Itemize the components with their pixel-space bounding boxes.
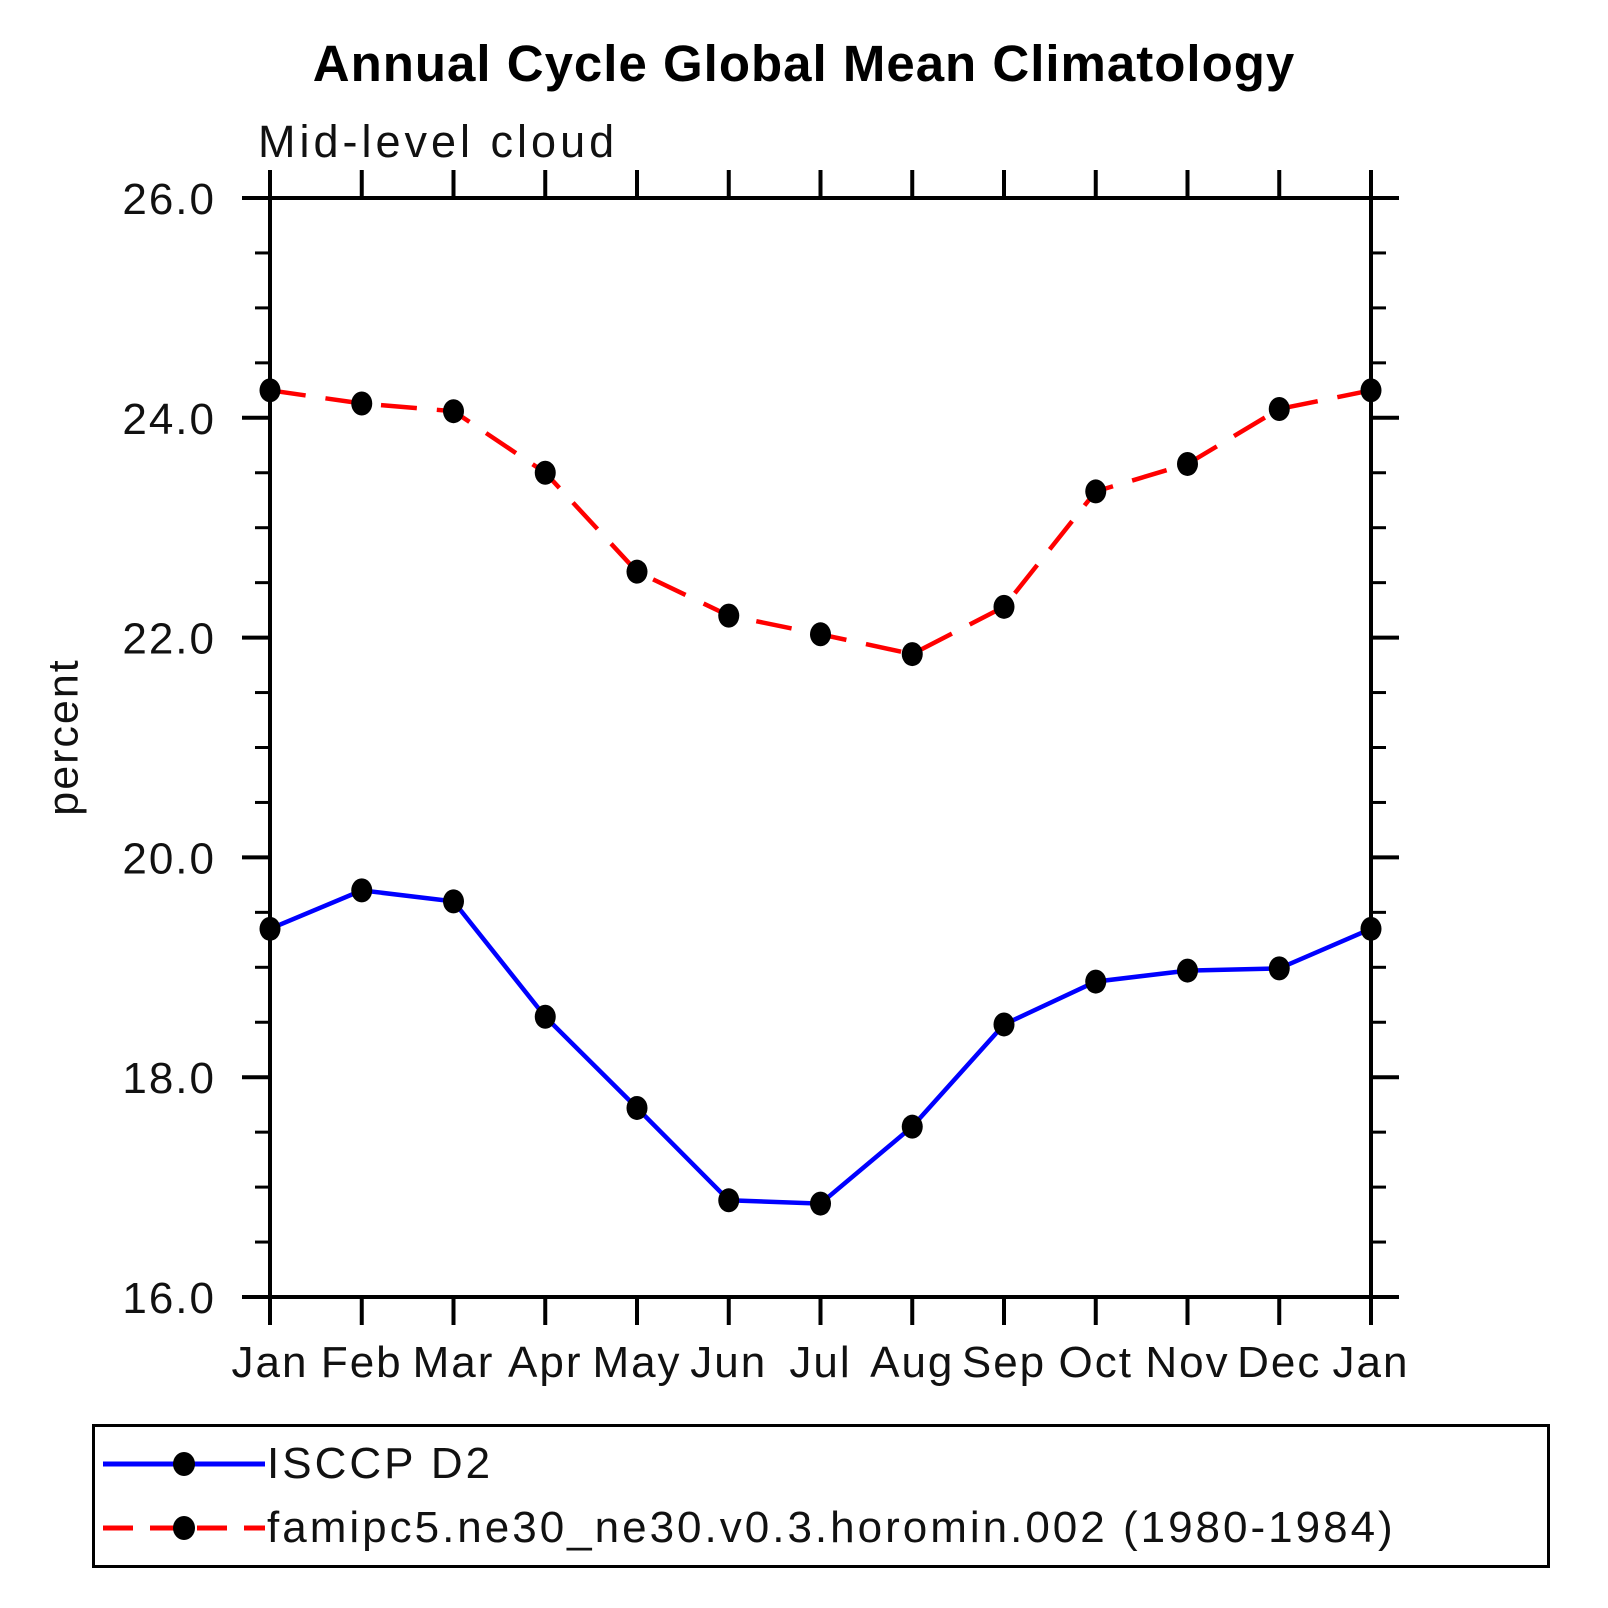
data-point-marker-1-Apr <box>534 460 556 485</box>
x-axis-tick-label: May <box>592 1338 681 1387</box>
data-point-marker-1-Sep <box>993 594 1015 619</box>
data-point-marker-1-Nov <box>1177 451 1198 476</box>
data-point-marker-0-May <box>626 1095 648 1120</box>
x-axis-tick-label: Jul <box>789 1338 851 1387</box>
y-axis-tick-label: 20.0 <box>122 834 216 883</box>
legend-marker-dot <box>173 1451 195 1476</box>
x-axis-tick-label: Sep <box>962 1338 1046 1387</box>
data-point-marker-1-May <box>626 559 648 584</box>
x-axis-tick-label: Jun <box>690 1338 767 1387</box>
data-point-marker-0-Jan <box>259 916 281 941</box>
data-point-marker-0-Oct <box>1085 969 1107 994</box>
data-point-marker-1-Mar <box>443 399 464 424</box>
data-point-marker-0-Jul <box>810 1191 831 1216</box>
data-point-marker-0-Feb <box>351 878 373 903</box>
legend-line-sample-dashed <box>103 1516 265 1541</box>
legend-marker-dot <box>173 1516 195 1541</box>
x-axis-tick-label: Dec <box>1237 1338 1321 1387</box>
legend-item-model: famipc5.ne30_ne30.v0.3.horomin.002 (1980… <box>101 1500 1547 1556</box>
data-point-marker-0-Jan <box>1360 916 1382 941</box>
x-axis-tick-label: Nov <box>1145 1338 1229 1387</box>
x-axis-tick-label: Apr <box>508 1338 582 1387</box>
data-point-marker-1-Jul <box>810 622 831 647</box>
data-point-marker-1-Jan <box>1360 378 1382 403</box>
legend-label-isccp: ISCCP D2 <box>267 1438 494 1488</box>
data-point-marker-1-Oct <box>1085 479 1107 504</box>
y-axis-tick-label: 16.0 <box>122 1274 216 1323</box>
data-point-marker-1-Dec <box>1268 397 1290 422</box>
legend-label-model: famipc5.ne30_ne30.v0.3.horomin.002 (1980… <box>267 1503 1396 1553</box>
x-axis-tick-label: Feb <box>321 1338 403 1387</box>
x-axis-tick-label: Mar <box>413 1338 495 1387</box>
data-point-marker-0-Aug <box>901 1114 923 1139</box>
data-point-marker-0-Jun <box>718 1188 740 1213</box>
y-axis-tick-label: 22.0 <box>122 615 216 664</box>
chart-subtitle: Mid-level cloud <box>258 116 619 167</box>
y-axis-tick-label: 26.0 <box>122 175 216 224</box>
series-line-0 <box>269 888 1372 1206</box>
data-point-marker-0-Mar <box>443 889 464 914</box>
data-point-marker-1-Feb <box>351 391 373 416</box>
y-axis-tick-label: 24.0 <box>122 395 216 444</box>
data-point-marker-1-Jun <box>718 603 740 628</box>
legend-line-sample-solid <box>103 1451 265 1476</box>
x-axis-tick-label: Jan <box>232 1338 309 1387</box>
legend: ISCCP D2 famipc5.ne30_ne30.v0.3.horomin.… <box>92 1424 1550 1568</box>
plot-frame <box>268 196 1373 1299</box>
x-axis-tick-label: Aug <box>870 1338 954 1387</box>
data-point-marker-0-Dec <box>1268 956 1290 981</box>
x-axis-tick-label: Jan <box>1333 1338 1410 1387</box>
data-point-marker-0-Nov <box>1177 958 1198 983</box>
data-point-marker-1-Jan <box>259 378 281 403</box>
data-point-marker-0-Sep <box>993 1012 1015 1037</box>
data-point-marker-0-Apr <box>534 1004 556 1029</box>
data-point-marker-1-Aug <box>901 642 923 667</box>
legend-item-isccp: ISCCP D2 <box>101 1436 1547 1492</box>
chart-title: Annual Cycle Global Mean Climatology <box>312 35 1296 92</box>
y-axis-tick-label: 18.0 <box>122 1054 216 1103</box>
x-axis-tick-label: Oct <box>1059 1338 1133 1387</box>
series-line-1 <box>269 388 1372 657</box>
